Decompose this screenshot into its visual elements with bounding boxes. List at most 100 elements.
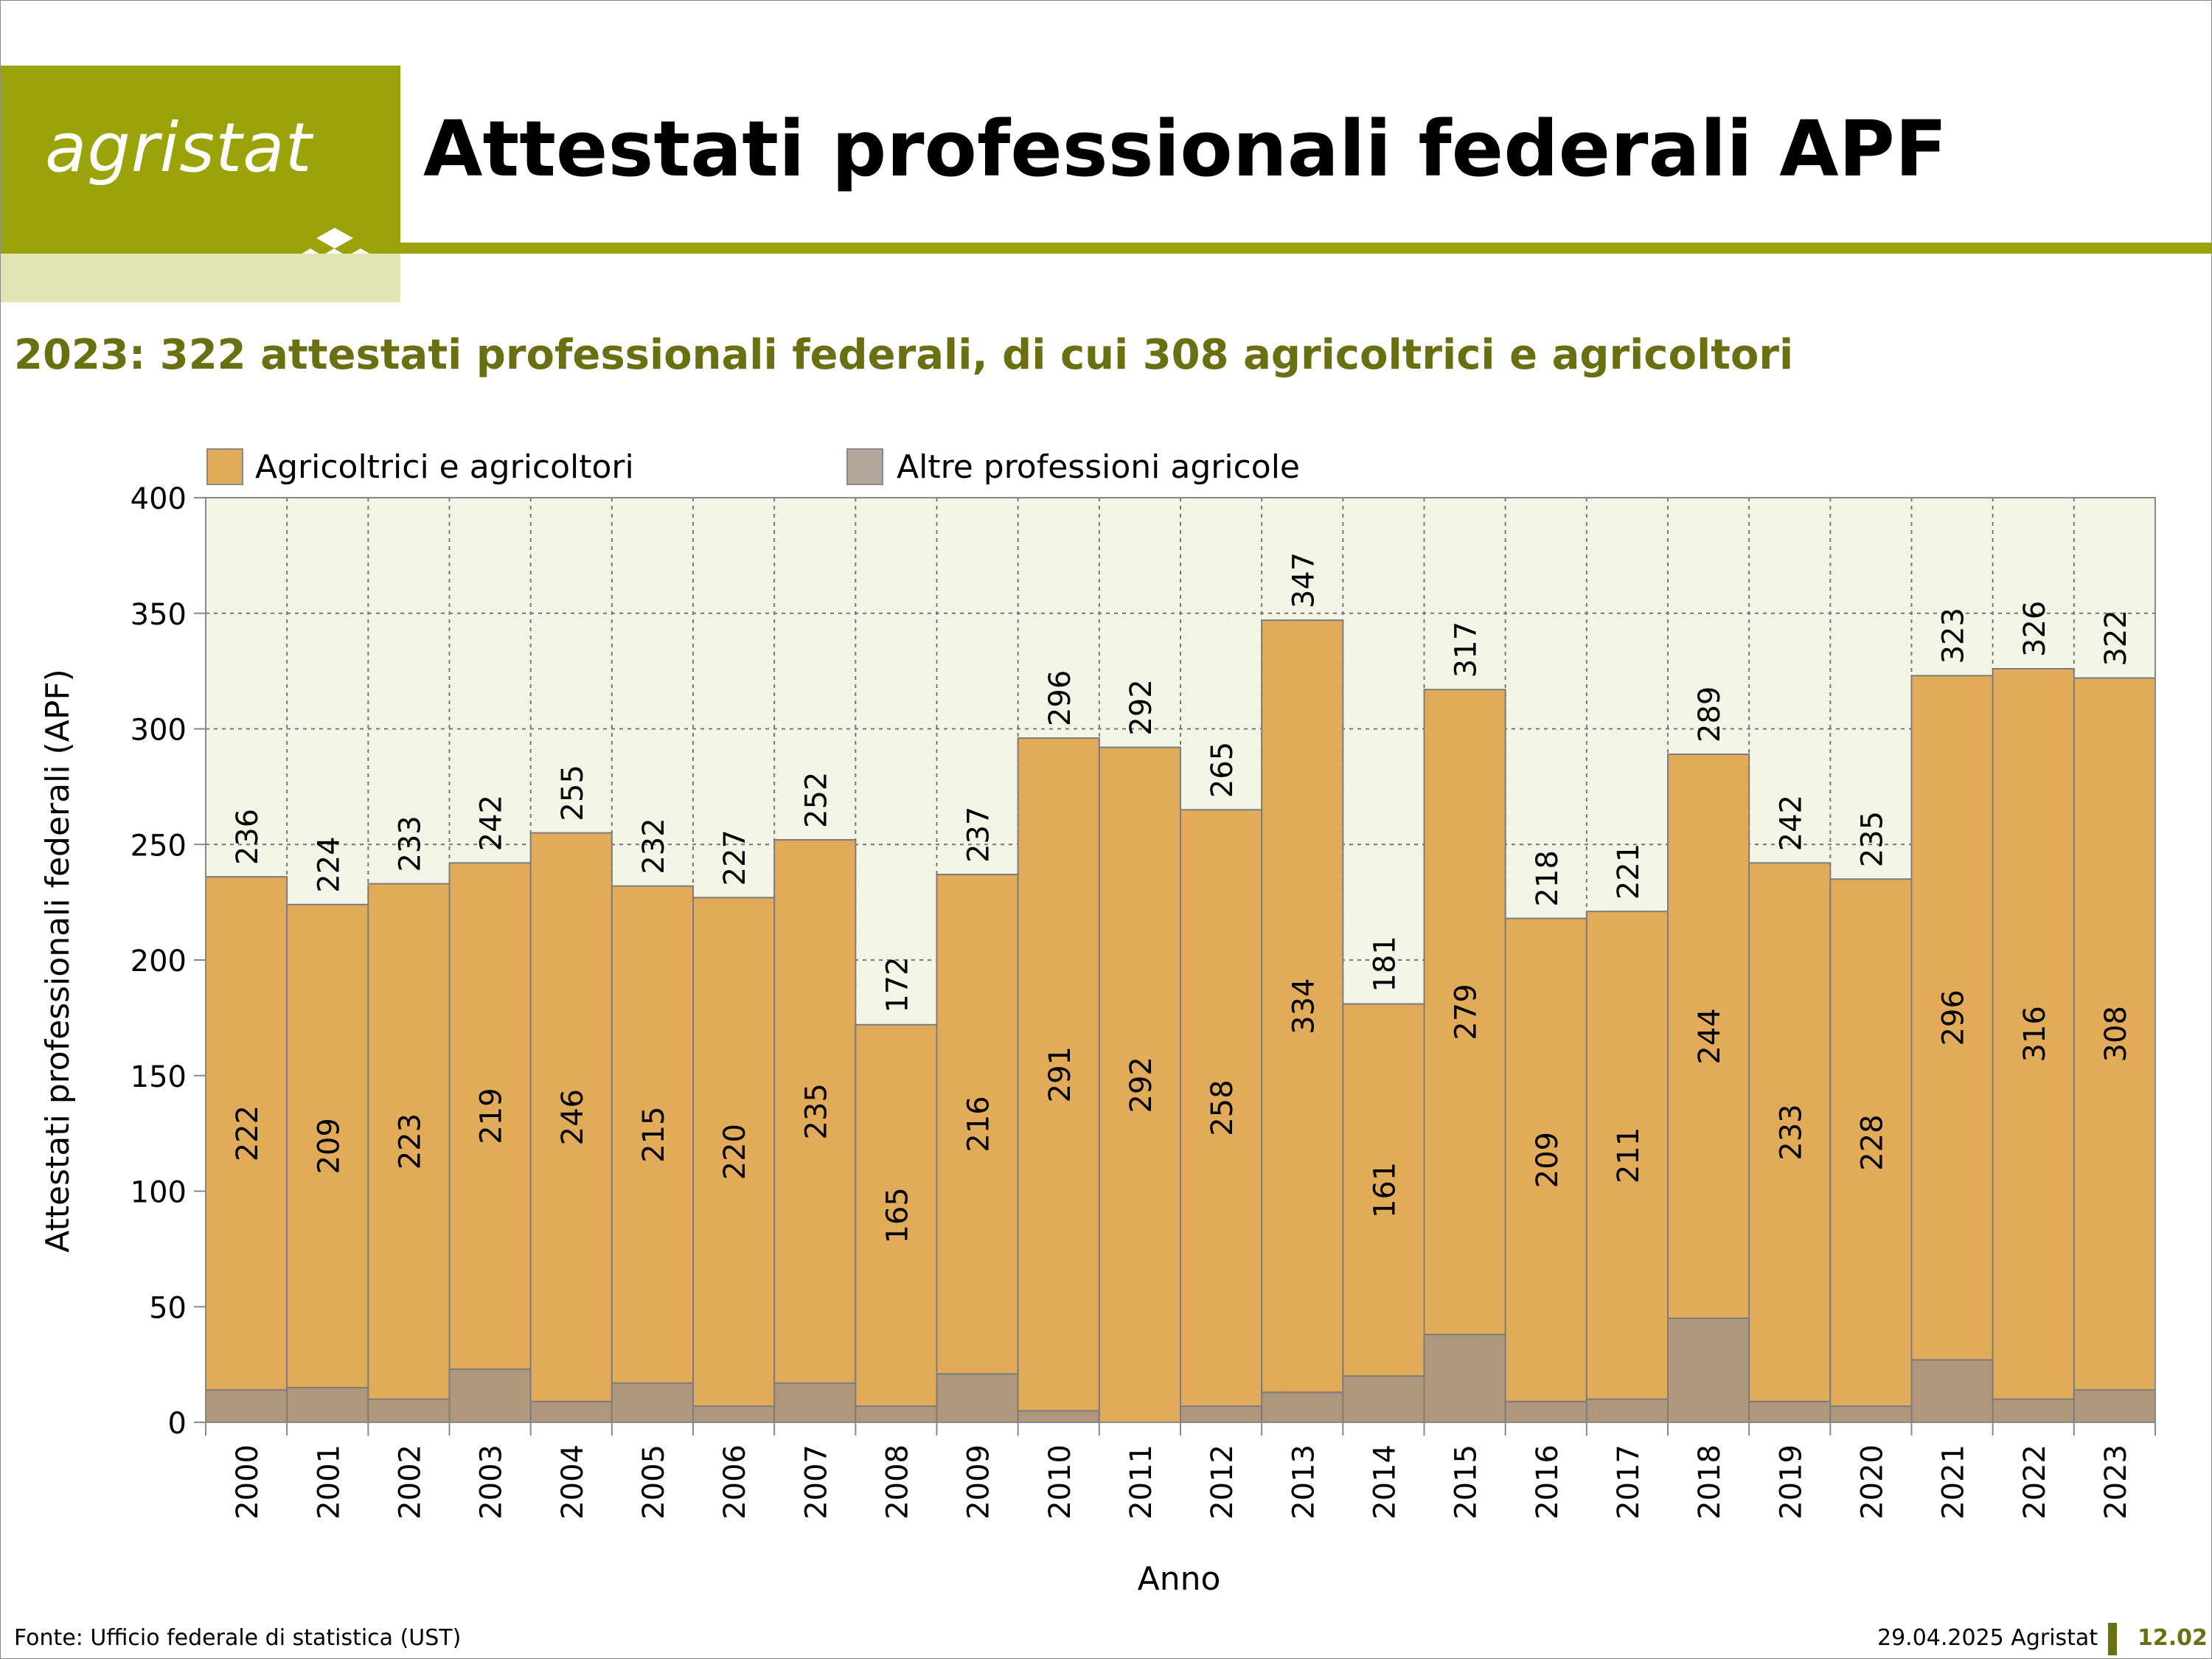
bar-altre-professioni bbox=[286, 1386, 369, 1423]
value-label-agricoltori: 228 bbox=[1855, 1114, 1889, 1170]
x-tick-label: 2015 bbox=[1450, 1444, 1484, 1520]
agristat-logo: agristat bbox=[1, 66, 400, 269]
x-tick-label: 2006 bbox=[718, 1444, 752, 1520]
bar-altre-professioni bbox=[1180, 1405, 1263, 1424]
legend-label-altre: Altre professioni agricole bbox=[897, 448, 1300, 486]
bar-agricoltori bbox=[205, 876, 288, 1391]
value-label-agricoltori: 161 bbox=[1368, 1162, 1402, 1218]
bar-agricoltori bbox=[1504, 917, 1587, 1402]
bar-altre-professioni bbox=[1829, 1405, 1913, 1424]
bar-agricoltori bbox=[1017, 737, 1100, 1412]
bar-agricoltori bbox=[286, 903, 369, 1388]
total-label: 326 bbox=[2018, 601, 2052, 657]
y-tick-label: 250 bbox=[131, 829, 187, 863]
total-label: 221 bbox=[1612, 844, 1646, 900]
total-label: 322 bbox=[2099, 610, 2133, 666]
total-label: 232 bbox=[637, 818, 671, 874]
x-axis-label: Anno bbox=[1138, 1560, 1221, 1598]
bar-altre-professioni bbox=[855, 1405, 938, 1424]
total-label: 317 bbox=[1450, 622, 1484, 678]
value-label-agricoltori: 209 bbox=[312, 1118, 346, 1174]
y-tick-label: 100 bbox=[131, 1176, 187, 1210]
logo-underlay bbox=[1, 254, 400, 302]
y-tick-label: 150 bbox=[131, 1060, 187, 1094]
bar-altre-professioni bbox=[1423, 1333, 1506, 1423]
total-label: 237 bbox=[962, 807, 996, 863]
value-label-agricoltori: 215 bbox=[637, 1107, 671, 1163]
bar-agricoltori bbox=[692, 897, 776, 1408]
bar-agricoltori bbox=[1180, 809, 1263, 1408]
bar-altre-professioni bbox=[529, 1400, 613, 1424]
x-tick-label: 2002 bbox=[393, 1444, 427, 1520]
value-label-agricoltori: 165 bbox=[880, 1187, 914, 1243]
value-label-agricoltori: 258 bbox=[1206, 1079, 1239, 1135]
total-label: 289 bbox=[1693, 686, 1727, 742]
x-tick-label: 2001 bbox=[312, 1444, 346, 1520]
x-tick-label: 2013 bbox=[1287, 1444, 1321, 1520]
bar-agricoltori bbox=[529, 832, 613, 1402]
x-tick-label: 2014 bbox=[1368, 1444, 1402, 1520]
total-label: 235 bbox=[1855, 811, 1889, 867]
legend-swatch-altre bbox=[846, 448, 883, 485]
bar-altre-professioni bbox=[2073, 1389, 2156, 1423]
y-tick-label: 400 bbox=[131, 482, 187, 516]
x-tick-label: 2005 bbox=[637, 1444, 671, 1520]
value-label-agricoltori: 244 bbox=[1693, 1008, 1727, 1064]
x-tick-label: 2007 bbox=[799, 1444, 833, 1520]
total-label: 181 bbox=[1368, 936, 1402, 992]
total-label: 172 bbox=[880, 956, 914, 1012]
value-label-agricoltori: 334 bbox=[1287, 978, 1321, 1034]
total-label: 236 bbox=[231, 809, 265, 865]
x-tick-label: 2018 bbox=[1693, 1444, 1727, 1520]
x-tick-label: 2020 bbox=[1855, 1444, 1889, 1520]
bar-agricoltori bbox=[448, 862, 532, 1370]
value-label-agricoltori: 235 bbox=[799, 1083, 833, 1139]
total-label: 227 bbox=[718, 830, 752, 886]
value-label-agricoltori: 291 bbox=[1043, 1046, 1077, 1102]
footer-date: 29.04.2025 Agristat bbox=[1877, 1625, 2098, 1651]
legend: Agricoltrici e agricoltori Altre profess… bbox=[206, 448, 1300, 486]
bar-agricoltori bbox=[1829, 878, 1913, 1408]
x-tick-label: 2004 bbox=[556, 1444, 590, 1520]
bar-altre-professioni bbox=[1910, 1359, 1994, 1423]
x-tick-label: 2019 bbox=[1774, 1444, 1808, 1520]
total-label: 224 bbox=[312, 836, 346, 892]
total-label: 323 bbox=[1937, 608, 1971, 664]
bar-altre-professioni bbox=[1667, 1317, 1750, 1424]
total-label: 218 bbox=[1531, 850, 1565, 906]
stacked-bar-chart: Agricoltrici e agricoltori Altre profess… bbox=[39, 448, 2156, 1598]
total-label: 347 bbox=[1287, 552, 1321, 608]
bar-agricoltori bbox=[855, 1023, 938, 1408]
value-label-agricoltori: 233 bbox=[1774, 1104, 1808, 1160]
x-tick-label: 2009 bbox=[962, 1444, 996, 1520]
legend-label-agricoltori: Agricoltrici e agricoltori bbox=[255, 448, 634, 486]
bar-agricoltori bbox=[1098, 746, 1182, 1423]
total-label: 252 bbox=[799, 772, 833, 828]
logo-text: agristat bbox=[45, 108, 313, 187]
value-label-agricoltori: 308 bbox=[2099, 1006, 2133, 1062]
bar-agricoltori bbox=[1910, 675, 1994, 1361]
value-label-agricoltori: 211 bbox=[1612, 1127, 1646, 1183]
bar-altre-professioni bbox=[1748, 1400, 1832, 1424]
x-tick-label: 2016 bbox=[1531, 1444, 1565, 1520]
x-tick-label: 2008 bbox=[880, 1444, 914, 1520]
y-tick-label: 300 bbox=[131, 714, 187, 748]
value-label-agricoltori: 222 bbox=[231, 1105, 265, 1161]
value-label-agricoltori: 292 bbox=[1124, 1057, 1158, 1113]
bar-altre-professioni bbox=[773, 1382, 857, 1423]
legend-swatch-agricoltori bbox=[206, 448, 243, 485]
bar-agricoltori bbox=[2073, 677, 2156, 1391]
x-tick-label: 2017 bbox=[1612, 1444, 1646, 1520]
total-label: 296 bbox=[1043, 670, 1077, 726]
x-tick-label: 2012 bbox=[1206, 1444, 1239, 1520]
value-label-agricoltori: 316 bbox=[2018, 1006, 2052, 1062]
value-label-agricoltori: 246 bbox=[556, 1089, 590, 1145]
value-label-agricoltori: 216 bbox=[962, 1096, 996, 1152]
footer-source: Fonte: Ufficio federale di statistica (U… bbox=[14, 1625, 462, 1651]
y-tick-label: 200 bbox=[131, 945, 187, 978]
bar-altre-professioni bbox=[448, 1368, 532, 1424]
bar-agricoltori bbox=[936, 874, 1019, 1375]
bar-agricoltori bbox=[1423, 689, 1506, 1335]
total-label: 242 bbox=[1774, 795, 1808, 851]
value-label-agricoltori: 223 bbox=[393, 1113, 427, 1169]
